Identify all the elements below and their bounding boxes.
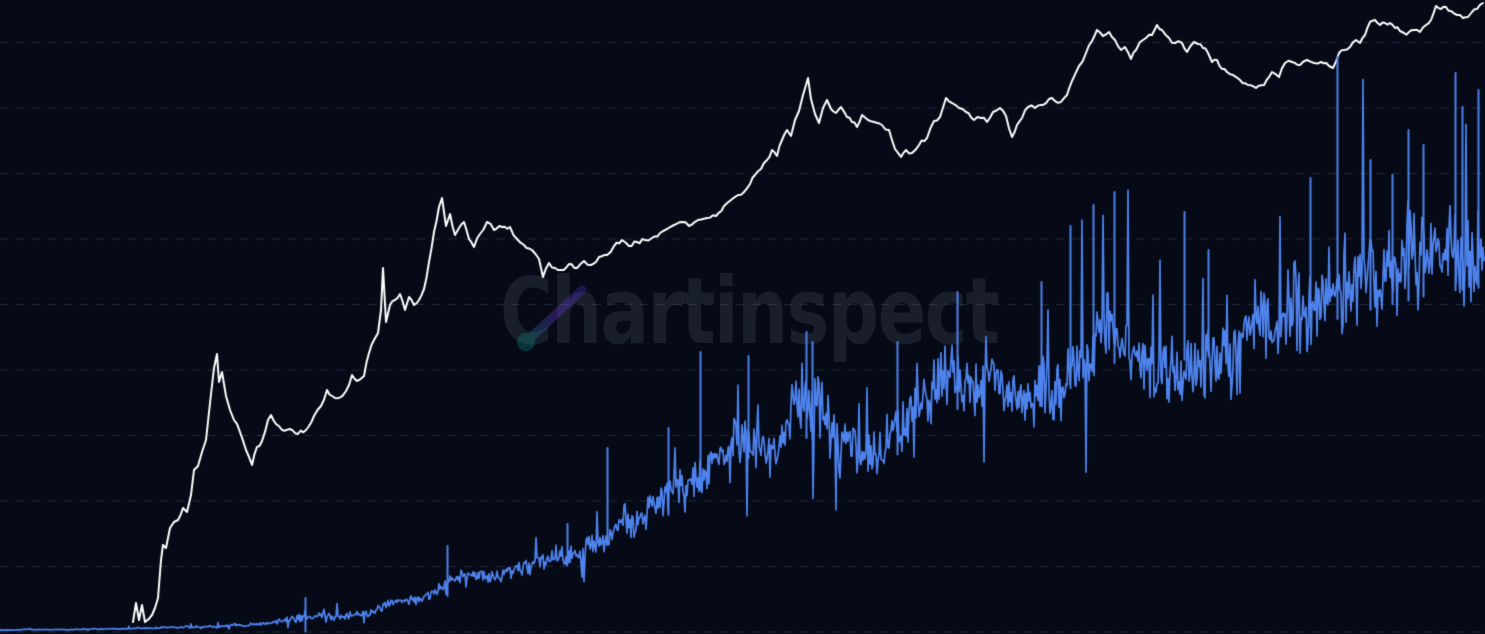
chart-root: Chartinspect — [0, 0, 1485, 634]
chart-canvas[interactable] — [0, 0, 1485, 634]
